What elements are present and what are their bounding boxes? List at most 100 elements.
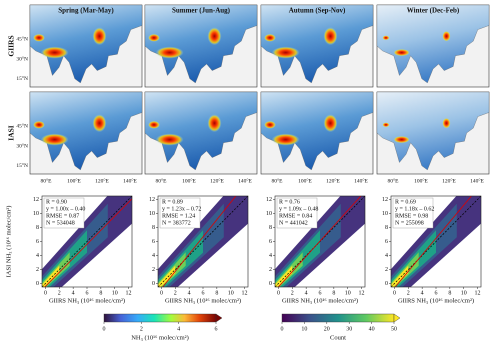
y-tick-label: 2 xyxy=(269,267,272,273)
hotspot xyxy=(147,33,160,42)
colorbar-tick-label: 30 xyxy=(346,326,352,332)
hotspot xyxy=(271,133,300,146)
x-tick-label: 2 xyxy=(174,290,177,296)
hotspot xyxy=(323,27,338,46)
lon-label: 140°E xyxy=(470,177,484,184)
y-tick-label: 4 xyxy=(269,253,272,259)
stat-text: y = 1.09x – 0.48 xyxy=(279,206,318,212)
y-tick-label: 6 xyxy=(269,239,272,245)
lon-label: 120°E xyxy=(326,177,340,184)
y-tick-label: 0 xyxy=(269,281,272,287)
y-tick-label: 8 xyxy=(385,225,388,231)
y-tick-label: 8 xyxy=(36,225,39,231)
lon-label: 80°E xyxy=(40,177,52,184)
hotspot xyxy=(207,27,222,46)
column-title: Summer (Jun-Aug) xyxy=(172,7,231,15)
density-band xyxy=(391,265,409,287)
map-panel xyxy=(29,4,143,88)
map-land xyxy=(29,91,143,171)
stat-text: R = 0.89 xyxy=(162,199,183,205)
x-tick-label: 2 xyxy=(58,290,61,296)
map-panel xyxy=(376,91,490,175)
map-land xyxy=(260,4,374,84)
colorbar-tick-label: 0 xyxy=(281,326,284,332)
density xyxy=(42,196,132,287)
stat-text: R = 0.76 xyxy=(279,199,300,205)
colorbar-tick-label: 2 xyxy=(140,326,143,332)
x-tick-label: 10 xyxy=(228,290,234,296)
hotspot xyxy=(271,46,300,59)
colorbar-label: Count xyxy=(330,334,346,341)
y-tick-label: 12 xyxy=(266,197,272,203)
row-label: IASI xyxy=(7,125,16,141)
stat-text: RMSE = 0.98 xyxy=(395,213,428,219)
y-tick-label: 8 xyxy=(269,225,272,231)
hotspot xyxy=(92,114,107,133)
y-tick-label: 2 xyxy=(36,267,39,273)
y-tick-label: 8 xyxy=(152,225,155,231)
stat-text: N = 255098 xyxy=(395,220,424,226)
y-tick-label: 0 xyxy=(385,281,388,287)
lon-label: 140°E xyxy=(123,177,137,184)
y-tick-label: 12 xyxy=(382,197,388,203)
stat-text: y = 1.00x – 0.40 xyxy=(46,206,85,212)
x-tick-label: 0 xyxy=(277,290,280,296)
x-axis-label: GIIRS NH₃ (10¹⁶ molec/cm²) xyxy=(282,297,358,304)
lon-label: 80°E xyxy=(271,177,283,184)
stats-box xyxy=(276,197,318,229)
stat-text: R = 0.90 xyxy=(46,199,67,205)
colorbar-tick-label: 4 xyxy=(177,326,180,332)
colorbar-tick-label: 0 xyxy=(103,326,106,332)
row-label: GIIRS xyxy=(7,35,16,56)
hotspot xyxy=(393,135,411,144)
hotspot xyxy=(207,114,222,133)
lon-label: 100°E xyxy=(414,177,428,184)
y-tick-label: 10 xyxy=(266,211,272,217)
map-panel xyxy=(376,4,490,88)
x-tick-label: 12 xyxy=(475,290,481,296)
map-land xyxy=(29,4,143,84)
x-axis-label: GIIRS NH₃ (10¹⁶ molec/cm²) xyxy=(49,297,125,304)
x-tick-label: 4 xyxy=(72,290,75,296)
hotspot xyxy=(263,120,276,129)
x-tick-label: 12 xyxy=(126,290,132,296)
x-tick-label: 0 xyxy=(160,290,163,296)
y-tick-label: 6 xyxy=(152,239,155,245)
lon-label: 100°E xyxy=(298,177,312,184)
stat-text: N = 441042 xyxy=(279,220,308,226)
colorbar-tick-label: 20 xyxy=(324,326,330,332)
hotspot xyxy=(147,120,160,129)
hotspot xyxy=(382,122,390,128)
x-tick-label: 6 xyxy=(319,290,322,296)
lon-label: 140°E xyxy=(238,177,252,184)
lat-label: 30°N xyxy=(16,55,28,62)
hotspot xyxy=(92,27,107,46)
x-tick-label: 6 xyxy=(86,290,89,296)
hotspot xyxy=(393,48,411,57)
map-land xyxy=(260,91,374,171)
y-tick-label: 4 xyxy=(152,253,155,259)
hotspot xyxy=(40,46,69,59)
x-tick-label: 8 xyxy=(99,290,102,296)
one-to-one-line xyxy=(391,196,481,287)
fit-line xyxy=(394,196,472,287)
stat-text: y = 1.18x – 0.62 xyxy=(395,206,434,212)
x-tick-label: 0 xyxy=(393,290,396,296)
y-tick-label: 12 xyxy=(149,197,155,203)
x-tick-label: 2 xyxy=(291,290,294,296)
y-tick-label: 10 xyxy=(382,211,388,217)
hotspot xyxy=(382,35,390,41)
fit-line xyxy=(277,196,362,287)
colorbar-tick-label: 6 xyxy=(215,326,218,332)
column-title: Spring (Mar-May) xyxy=(58,7,114,15)
stats-box xyxy=(159,197,201,229)
hotspot xyxy=(442,30,451,42)
hotspot xyxy=(155,46,184,59)
x-tick-label: 12 xyxy=(359,290,365,296)
lat-label: 30°N xyxy=(16,142,28,149)
lat-label: 45°N xyxy=(16,123,28,130)
y-tick-label: 10 xyxy=(149,211,155,217)
x-tick-label: 4 xyxy=(421,290,424,296)
map-panel xyxy=(144,91,258,175)
